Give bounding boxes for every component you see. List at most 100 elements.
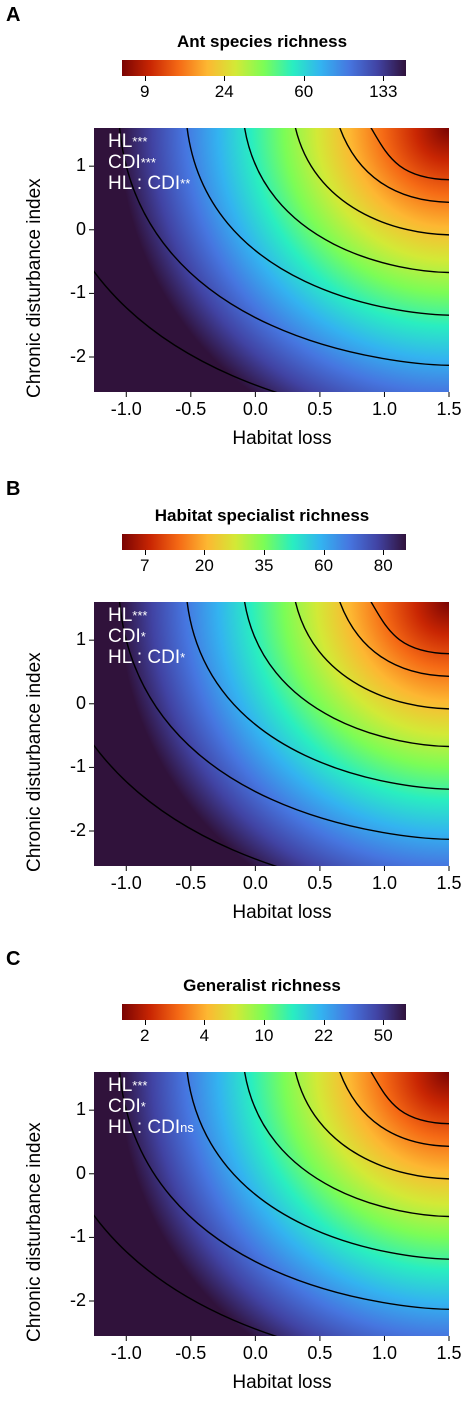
contour-line xyxy=(370,1072,449,1125)
colorbar-tick-label: 24 xyxy=(214,82,234,101)
y-tick-label: -1 xyxy=(69,282,86,303)
annotation-hl: HL*** xyxy=(108,1075,148,1096)
y-axis-label: Chronic disturbance index xyxy=(24,652,45,872)
y-tick-label: 0 xyxy=(75,1162,86,1183)
colorbar-tick xyxy=(224,76,226,81)
heatmap-plot xyxy=(89,1072,450,1341)
heatmap-surface xyxy=(94,1072,449,1336)
panel-letter: C xyxy=(6,948,21,970)
colorbar-tick-label: 7 xyxy=(139,556,150,575)
colorbar-tick-label: 80 xyxy=(373,556,393,575)
contour-line xyxy=(294,128,449,236)
colorbar-tick xyxy=(383,76,385,81)
colorbar-tick-label: 50 xyxy=(373,1026,393,1045)
x-tick-label: 0.0 xyxy=(242,399,268,419)
contour-line xyxy=(94,269,278,392)
y-tick-label: -2 xyxy=(69,1290,86,1310)
annotation-interaction: HL : CDIns xyxy=(108,1117,194,1138)
colorbar-tick xyxy=(144,76,146,81)
annotation-cdi: CDI* xyxy=(108,1096,146,1117)
heatmap-surface xyxy=(94,128,449,392)
annotation-interaction: HL : CDI** xyxy=(108,173,191,194)
annotation-interaction: HL : CDI* xyxy=(108,647,186,668)
contour-line xyxy=(370,128,449,181)
y-axis-label: Chronic disturbance index xyxy=(24,1122,45,1342)
contour-line xyxy=(186,602,449,790)
x-tick-label: -0.5 xyxy=(175,399,207,419)
contour-line xyxy=(244,1072,449,1218)
x-tick-label: 0.0 xyxy=(242,873,268,893)
x-tick-label: 1.5 xyxy=(436,873,462,893)
panel-letter: B xyxy=(6,478,21,500)
colorbar-tick xyxy=(383,1020,385,1025)
x-tick-label: -1.0 xyxy=(110,873,142,893)
colorbar-tick-label: 60 xyxy=(294,82,314,101)
y-tick-label: -2 xyxy=(69,820,86,840)
y-tick-label: 1 xyxy=(75,1099,86,1120)
colorbar-tick xyxy=(264,550,265,555)
x-tick-label: -1.0 xyxy=(110,399,142,419)
y-tick-label: 1 xyxy=(75,629,86,650)
colorbar-title: Habitat specialist richness xyxy=(154,506,370,525)
contour-line xyxy=(186,128,449,316)
x-axis-label: Habitat loss xyxy=(232,902,332,923)
annotation-cdi: CDI*** xyxy=(108,152,156,173)
colorbar xyxy=(122,1004,406,1020)
colorbar-title: Generalist richness xyxy=(183,976,341,995)
contour-line xyxy=(339,1072,449,1147)
colorbar xyxy=(122,60,406,76)
x-tick-label: 1.5 xyxy=(436,399,462,419)
colorbar-title: Ant species richness xyxy=(176,32,348,51)
x-axis-label: Habitat loss xyxy=(232,1372,332,1393)
annotation-hl: HL*** xyxy=(108,131,148,152)
y-tick-label: 1 xyxy=(75,155,86,176)
colorbar-tick xyxy=(323,550,325,555)
colorbar-tick-label: 4 xyxy=(199,1026,210,1045)
x-tick-label: 0.5 xyxy=(307,399,333,419)
colorbar-tick-label: 133 xyxy=(369,82,398,101)
contour-line xyxy=(294,1072,449,1180)
colorbar-tick xyxy=(383,550,385,555)
contour-line xyxy=(119,602,449,840)
colorbar-tick xyxy=(204,550,206,555)
colorbar-tick-label: 2 xyxy=(139,1026,150,1045)
colorbar-tick-label: 9 xyxy=(139,82,150,101)
heatmap-plot xyxy=(89,128,450,397)
colorbar-tick xyxy=(323,1020,325,1025)
y-tick-label: -1 xyxy=(69,1226,86,1247)
x-tick-label: 0.5 xyxy=(307,873,333,893)
colorbar-tick-label: 35 xyxy=(254,556,274,575)
x-tick-label: -0.5 xyxy=(175,1343,207,1363)
annotation-cdi: CDI* xyxy=(108,626,146,647)
contour-line xyxy=(339,602,449,677)
x-tick-label: -0.5 xyxy=(175,873,207,893)
panel-letter: A xyxy=(6,4,21,26)
y-tick-label: 0 xyxy=(75,218,86,239)
colorbar-tick-label: 60 xyxy=(314,556,334,575)
contour-line xyxy=(370,602,449,655)
colorbar-tick-label: 10 xyxy=(254,1026,274,1045)
contour-line xyxy=(186,1072,449,1260)
contour-line xyxy=(244,602,449,748)
contour-line xyxy=(119,1072,449,1310)
colorbar-tick xyxy=(264,1020,265,1025)
colorbar-tick-label: 20 xyxy=(194,556,214,575)
x-tick-label: 0.5 xyxy=(307,1343,333,1363)
colorbar-tick xyxy=(303,76,305,81)
colorbar xyxy=(122,534,406,550)
x-tick-label: 1.0 xyxy=(371,399,397,419)
panel-b: B Habitat specialist richness HL*** CDI*… xyxy=(0,474,474,944)
contour-line xyxy=(94,1213,278,1336)
colorbar-tick xyxy=(204,1020,206,1025)
colorbar-tick xyxy=(144,550,146,555)
x-axis-label: Habitat loss xyxy=(232,428,332,449)
y-tick-label: -1 xyxy=(69,756,86,777)
contour-line xyxy=(94,743,278,866)
contour-line xyxy=(339,128,449,203)
contour-line xyxy=(244,128,449,274)
contour-line xyxy=(294,602,449,710)
panel-a: A Ant species richness HL*** CDI*** HL :… xyxy=(0,0,474,474)
colorbar-tick-label: 22 xyxy=(314,1026,334,1045)
annotation-hl: HL*** xyxy=(108,605,148,626)
y-tick-label: 0 xyxy=(75,692,86,713)
